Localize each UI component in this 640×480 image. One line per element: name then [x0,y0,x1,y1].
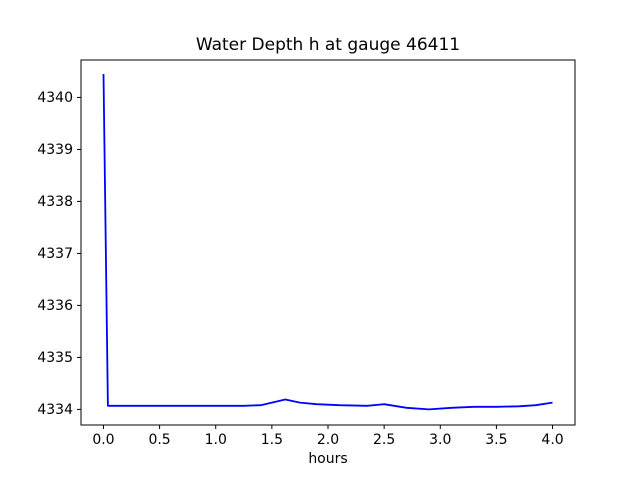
y-tick-label: 4336 [37,298,73,314]
series-layer [102,73,553,411]
x-tick-label: 4.0 [541,432,563,448]
plot-spines [80,59,576,426]
water-depth-line [102,73,553,411]
y-tick-label: 4334 [37,402,73,418]
y-tick-label: 4335 [37,350,73,366]
x-tick-label: 1.5 [261,432,283,448]
x-tick-label: 2.5 [373,432,395,448]
x-axis-label: hours [308,451,347,467]
x-tick-label: 3.5 [485,432,507,448]
y-tick-label: 4338 [37,194,73,210]
y-tick-label: 4337 [37,246,73,262]
x-tick-label: 2.0 [317,432,339,448]
x-tick-label: 1.0 [205,432,227,448]
y-tick-label: 4340 [37,90,73,106]
x-tick-label: 3.0 [429,432,451,448]
x-tick-label: 0.0 [92,432,114,448]
x-tick-label: 0.5 [148,432,170,448]
axes: 0.0 0.5 1.0 1.5 2.0 2.5 3.0 3.5 4.0 4334 4335 4336 4… [37,59,576,448]
y-tick-label: 4339 [37,142,73,158]
chart-title: Water Depth h at gauge 46411 [196,35,460,55]
